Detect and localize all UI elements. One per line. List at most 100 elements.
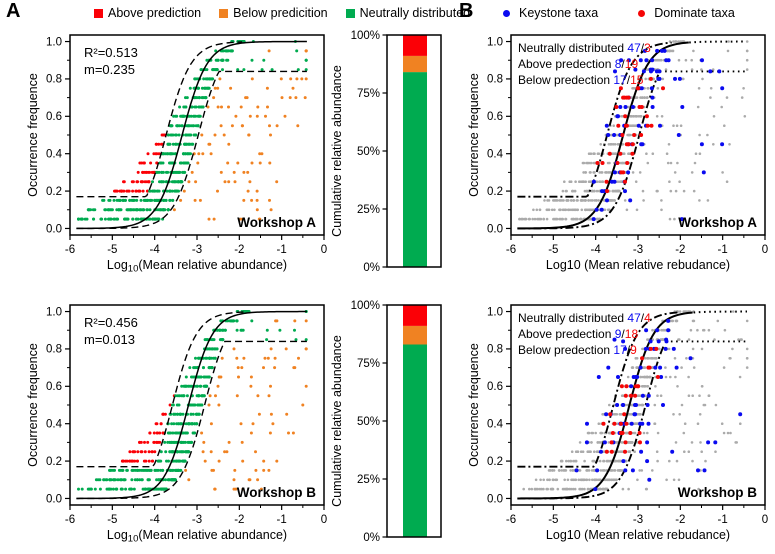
svg-text:Neutrally distributed 47/4: Neutrally distributed 47/4 — [518, 311, 651, 325]
svg-text:Below predection 17/9: Below predection 17/9 — [518, 343, 637, 357]
svg-text:Workshop A: Workshop A — [237, 215, 316, 230]
svg-text:Log10 (Mean relative rebudance: Log10 (Mean relative rebudance) — [546, 258, 730, 272]
svg-text:Workshop B: Workshop B — [237, 485, 317, 500]
svg-text:Log10 (Mean relative rebudance: Log10 (Mean relative rebudance) — [546, 528, 730, 542]
legend-label: Neutrally distributed — [359, 6, 471, 20]
svg-text:0.0: 0.0 — [487, 223, 503, 235]
svg-text:R²=0.456: R²=0.456 — [84, 315, 138, 330]
svg-text:-6: -6 — [65, 514, 75, 526]
svg-text:0.4: 0.4 — [487, 148, 504, 160]
svg-text:0: 0 — [321, 244, 327, 256]
svg-text:50%: 50% — [357, 416, 380, 428]
svg-text:100%: 100% — [351, 30, 380, 42]
svg-text:m=0.235: m=0.235 — [84, 62, 135, 77]
svg-text:0.0: 0.0 — [46, 223, 62, 235]
svg-text:0.6: 0.6 — [487, 111, 503, 123]
svg-text:0.2: 0.2 — [46, 456, 62, 468]
svg-text:0.6: 0.6 — [46, 381, 62, 393]
svg-text:0.0: 0.0 — [487, 493, 503, 505]
svg-text:Below predection 17/15: Below predection 17/15 — [518, 73, 644, 87]
svg-text:0.8: 0.8 — [487, 344, 503, 356]
dominate-dot-icon — [638, 9, 646, 17]
svg-text:Above predection 8/19: Above predection 8/19 — [518, 57, 638, 71]
svg-text:R²=0.513: R²=0.513 — [84, 45, 138, 60]
svg-text:0.4: 0.4 — [487, 418, 504, 430]
svg-text:25%: 25% — [357, 474, 380, 486]
svg-text:0%: 0% — [363, 532, 380, 544]
svg-text:Neutrally distributed 47/3: Neutrally distributed 47/3 — [518, 41, 651, 55]
svg-text:0.4: 0.4 — [46, 418, 63, 430]
svg-text:0.8: 0.8 — [487, 74, 503, 86]
svg-text:75%: 75% — [357, 358, 380, 370]
panel-a-legend: Above prediction Below predicition Neutr… — [94, 6, 488, 20]
svg-text:0.6: 0.6 — [487, 381, 503, 393]
svg-text:1.0: 1.0 — [487, 36, 503, 48]
legend-item-above-prediction: Above prediction — [94, 6, 201, 20]
legend-item-below-prediction: Below predicition — [219, 6, 328, 20]
svg-text:-1: -1 — [718, 244, 728, 256]
workshop-a-cumulative-bar-chart: 0% 25% 50% 75% 100% Cumulative relative abund… — [330, 30, 442, 274]
svg-text:-5: -5 — [107, 244, 117, 256]
svg-text:0.2: 0.2 — [487, 456, 503, 468]
svg-text:-2: -2 — [675, 244, 685, 256]
svg-text:-5: -5 — [107, 514, 117, 526]
keystone-dot-icon — [503, 9, 510, 17]
svg-text:-4: -4 — [591, 514, 602, 526]
svg-text:-3: -3 — [633, 244, 643, 256]
panel-b-legend: Keystone taxa Dominate taxa — [503, 6, 775, 20]
svg-text:-1: -1 — [277, 244, 287, 256]
legend-label: Below predicition — [233, 6, 328, 20]
svg-text:Occurrence frequence: Occurrence frequence — [467, 343, 481, 467]
svg-text:-3: -3 — [192, 514, 202, 526]
legend-item-neutrally-distributed: Neutrally distributed — [345, 6, 471, 20]
svg-text:50%: 50% — [357, 146, 380, 158]
svg-text:Occurrence frequence: Occurrence frequence — [26, 343, 40, 467]
svg-text:0.8: 0.8 — [46, 74, 62, 86]
svg-text:0: 0 — [321, 514, 327, 526]
svg-text:-1: -1 — [718, 514, 728, 526]
svg-text:Cumulative relative abundance: Cumulative relative abundance — [330, 65, 344, 237]
svg-text:25%: 25% — [357, 204, 380, 216]
svg-text:1.0: 1.0 — [487, 306, 503, 318]
svg-text:0.0: 0.0 — [46, 493, 62, 505]
svg-text:Workshop B: Workshop B — [678, 485, 758, 500]
svg-text:75%: 75% — [357, 88, 380, 100]
workshop-b-neutral-scatter-plot: -6 -5 -4 -3 -2 -1 0 0.0 0.2 0.4 0.6 0.8 1.0 Log10(Mea… — [26, 304, 327, 545]
svg-text:Cumulative relative abundance: Cumulative relative abundance — [330, 335, 344, 507]
svg-text:0.8: 0.8 — [46, 344, 62, 356]
above-prediction-swatch-icon — [94, 8, 103, 18]
svg-text:-6: -6 — [506, 244, 516, 256]
svg-text:0.2: 0.2 — [46, 186, 62, 198]
workshop-a-taxa-scatter-plot: -6 -5 -4 -3 -2 -1 0 0.0 0.2 0.4 0.6 0.8 1.0 Log10 (Me… — [467, 34, 768, 272]
svg-text:0%: 0% — [363, 262, 380, 274]
legend-label: Dominate taxa — [654, 6, 735, 20]
panel-a-label: A — [6, 0, 21, 22]
svg-text:-3: -3 — [192, 244, 202, 256]
workshop-b-cumulative-bar-chart: 0% 25% 50% 75% 100% Cumulative relative abund… — [330, 300, 442, 544]
svg-text:-1: -1 — [277, 514, 287, 526]
svg-text:0.2: 0.2 — [487, 186, 503, 198]
legend-item-dominate-taxa: Dominate taxa — [638, 6, 735, 20]
svg-text:-6: -6 — [506, 514, 516, 526]
panel-b-label: B — [459, 0, 474, 22]
svg-text:-5: -5 — [548, 244, 558, 256]
svg-text:1.0: 1.0 — [46, 36, 62, 48]
below-prediction-swatch-icon — [219, 8, 229, 18]
svg-text:0.4: 0.4 — [46, 148, 63, 160]
svg-text:-3: -3 — [633, 514, 643, 526]
legend-label: Keystone taxa — [519, 6, 599, 20]
svg-text:-4: -4 — [150, 244, 161, 256]
svg-text:Workshop A: Workshop A — [678, 215, 757, 230]
svg-text:1.0: 1.0 — [46, 306, 62, 318]
workshop-a-neutral-scatter-plot: -6 -5 -4 -3 -2 -1 0 0.0 0.2 0.4 0.6 0.8 1.0 Log10(Mea… — [26, 34, 327, 275]
svg-text:Above predection 9/18: Above predection 9/18 — [518, 327, 638, 341]
svg-text:Log10(Mean relative abundance): Log10(Mean relative abundance) — [107, 258, 287, 275]
svg-text:-6: -6 — [65, 244, 75, 256]
legend-label: Above prediction — [108, 6, 202, 20]
svg-text:Log10(Mean relative abundance): Log10(Mean relative abundance) — [107, 528, 287, 545]
svg-text:-2: -2 — [234, 244, 244, 256]
svg-text:-4: -4 — [150, 514, 161, 526]
svg-text:m=0.013: m=0.013 — [84, 332, 135, 347]
svg-text:100%: 100% — [351, 300, 380, 312]
svg-text:0: 0 — [762, 514, 768, 526]
